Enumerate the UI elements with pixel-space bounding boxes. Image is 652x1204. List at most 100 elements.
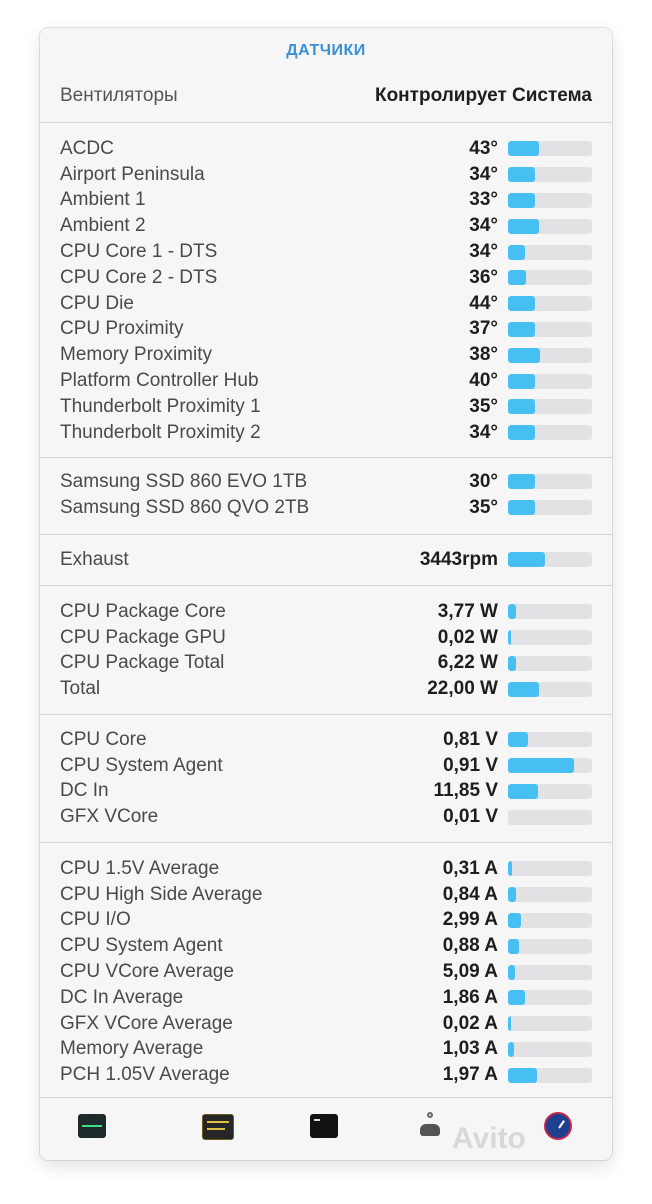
sensor-value: 34° xyxy=(469,215,498,237)
sensor-level-bar xyxy=(508,630,592,646)
sensor-level-fill xyxy=(508,399,535,415)
sensor-level-bar xyxy=(508,373,592,389)
sensor-name: Thunderbolt Proximity 1 xyxy=(60,395,261,417)
sensor-level-bar xyxy=(508,861,592,877)
sensor-level-fill xyxy=(508,655,516,671)
sensor-value: 35° xyxy=(469,395,498,417)
sensor-value: 38° xyxy=(469,344,498,366)
sensor-value: 33° xyxy=(469,189,498,211)
sensor-row[interactable]: Total 22,00 W xyxy=(60,676,592,702)
sensor-row[interactable]: CPU Package Core 3,77 W xyxy=(60,599,592,625)
sensor-value: 0,88 A xyxy=(442,935,498,957)
sensor-level-fill xyxy=(508,167,535,183)
sensor-row[interactable]: CPU I/O 2,99 A xyxy=(60,908,592,934)
sensor-row[interactable]: Ambient 1 33° xyxy=(60,188,592,214)
disk-utility-icon[interactable] xyxy=(544,1112,572,1140)
sensor-name: CPU Package Total xyxy=(60,652,225,674)
sensor-level-fill xyxy=(508,964,515,980)
temperature-group: ACDC 43° Airport Peninsula 34° Ambient 1 33… xyxy=(60,136,592,446)
sensor-level-bar xyxy=(508,474,592,490)
sensor-level-bar xyxy=(508,296,592,312)
sensor-name: Thunderbolt Proximity 2 xyxy=(60,421,261,443)
sensor-name: CPU Core xyxy=(60,728,147,750)
console-icon[interactable] xyxy=(202,1114,234,1140)
sensor-row[interactable]: CPU Package Total 6,22 W xyxy=(60,651,592,677)
sensor-name: Exhaust xyxy=(60,548,129,570)
sensor-value: 36° xyxy=(469,266,498,288)
system-information-icon[interactable] xyxy=(418,1112,442,1138)
sensor-row[interactable]: CPU 1.5V Average 0,31 A xyxy=(60,856,592,882)
sensor-row[interactable]: Thunderbolt Proximity 2 34° xyxy=(60,420,592,446)
sensor-level-fill xyxy=(508,347,540,363)
sensor-row[interactable]: Samsung SSD 860 QVO 2TB 35° xyxy=(60,495,592,521)
sensor-row[interactable]: DC In Average 1,86 A xyxy=(60,985,592,1011)
sensor-level-fill xyxy=(508,732,529,748)
sensor-value: 37° xyxy=(469,318,498,340)
sensor-row[interactable]: CPU Die 44° xyxy=(60,291,592,317)
sensor-value: 35° xyxy=(469,496,498,518)
sensor-row[interactable]: Airport Peninsula 34° xyxy=(60,162,592,188)
sensor-name: CPU Package Core xyxy=(60,600,226,622)
sensor-row[interactable]: Samsung SSD 860 EVO 1TB 30° xyxy=(60,469,592,495)
sensor-row[interactable]: PCH 1.05V Average 1,97 A xyxy=(60,1062,592,1088)
sensor-level-fill xyxy=(508,192,535,208)
terminal-icon[interactable] xyxy=(310,1114,338,1138)
sensor-row[interactable]: Platform Controller Hub 40° xyxy=(60,368,592,394)
sensor-value: 22,00 W xyxy=(427,678,498,700)
sensor-level-bar xyxy=(508,500,592,516)
sensor-name: CPU Core 2 - DTS xyxy=(60,266,218,288)
sensor-name: GFX VCore xyxy=(60,806,159,828)
fans-row[interactable]: Вентиляторы Контролирует Система xyxy=(60,82,592,110)
sensor-level-fill xyxy=(508,270,527,286)
sensor-level-fill xyxy=(508,1041,514,1057)
system-information-icon-top xyxy=(427,1112,433,1118)
sensor-level-fill xyxy=(508,990,525,1006)
divider xyxy=(40,714,612,715)
sensor-name: GFX VCore Average xyxy=(60,1012,233,1034)
sensor-value: 1,86 A xyxy=(442,986,498,1008)
sensor-row[interactable]: GFX VCore 0,01 V xyxy=(60,804,592,830)
sensor-row[interactable]: Memory Proximity 38° xyxy=(60,342,592,368)
sensor-name: Airport Peninsula xyxy=(60,163,205,185)
sensor-level-bar xyxy=(508,425,592,441)
sensor-level-fill xyxy=(508,373,535,389)
divider xyxy=(40,122,612,123)
sensor-row[interactable]: CPU Proximity 37° xyxy=(60,317,592,343)
sensor-value: 0,01 V xyxy=(443,806,498,828)
sensor-row[interactable]: Thunderbolt Proximity 1 35° xyxy=(60,394,592,420)
sensor-name: CPU Proximity xyxy=(60,318,184,340)
sensor-row[interactable]: CPU Core 0,81 V xyxy=(60,727,592,753)
sensor-level-fill xyxy=(508,244,525,260)
sensor-row[interactable]: GFX VCore Average 0,02 A xyxy=(60,1011,592,1037)
sensor-name: Memory Average xyxy=(60,1038,204,1060)
sensors-tab-title[interactable]: ДАТЧИКИ xyxy=(286,42,366,59)
divider xyxy=(40,842,612,843)
sensor-row[interactable]: CPU Package GPU 0,02 W xyxy=(60,625,592,651)
sensor-row[interactable]: Exhaust 3443rpm xyxy=(60,547,592,573)
sensor-level-bar xyxy=(508,783,592,799)
sensor-level-fill xyxy=(508,500,535,516)
sensor-level-bar xyxy=(508,399,592,415)
sensor-row[interactable]: CPU Core 2 - DTS 36° xyxy=(60,265,592,291)
sensor-level-fill xyxy=(508,552,545,568)
sensor-level-fill xyxy=(508,425,535,441)
sensor-row[interactable]: CPU High Side Average 0,84 A xyxy=(60,882,592,908)
sensor-level-bar xyxy=(508,218,592,234)
sensor-level-fill xyxy=(508,1016,511,1032)
sensor-level-fill xyxy=(508,218,540,234)
sensor-row[interactable]: Memory Average 1,03 A xyxy=(60,1037,592,1063)
sensor-row[interactable]: CPU VCore Average 5,09 A xyxy=(60,959,592,985)
sensor-value: 5,09 A xyxy=(442,961,498,983)
sensor-level-bar xyxy=(508,758,592,774)
sensor-row[interactable]: CPU System Agent 0,88 A xyxy=(60,933,592,959)
sensor-row[interactable]: CPU Core 1 - DTS 34° xyxy=(60,239,592,265)
sensor-level-bar xyxy=(508,141,592,157)
sensor-value: 0,81 V xyxy=(443,728,498,750)
activity-monitor-icon[interactable] xyxy=(78,1114,106,1138)
sensor-row[interactable]: ACDC 43° xyxy=(60,136,592,162)
sensor-row[interactable]: CPU System Agent 0,91 V xyxy=(60,753,592,779)
sensor-row[interactable]: Ambient 2 34° xyxy=(60,213,592,239)
sensor-row[interactable]: DC In 11,85 V xyxy=(60,779,592,805)
sensor-level-fill xyxy=(508,887,516,903)
fans-mode-value[interactable]: Контролирует Система xyxy=(374,85,592,106)
